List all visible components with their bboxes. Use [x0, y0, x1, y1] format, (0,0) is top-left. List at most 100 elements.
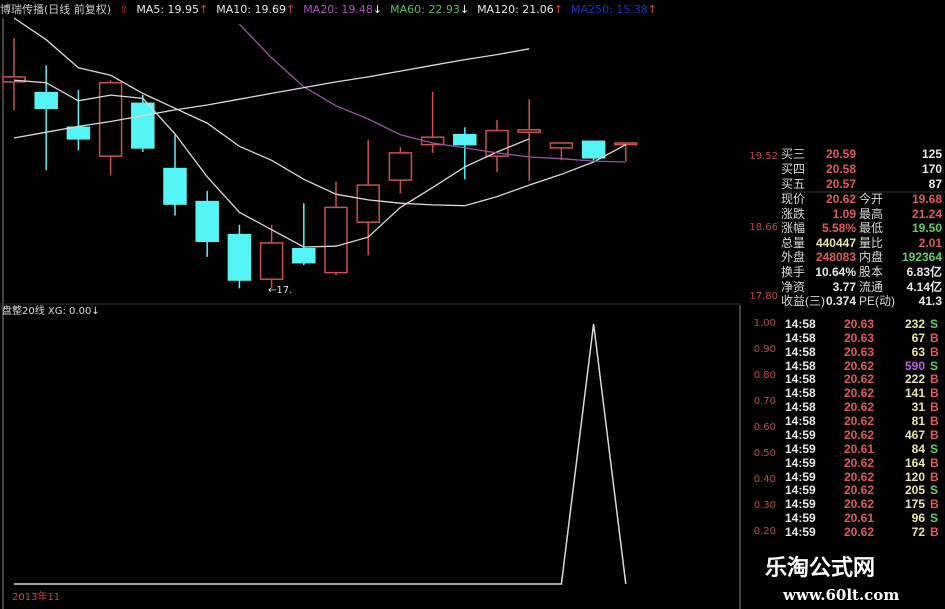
- quote-field: 87: [928, 176, 942, 191]
- trade-side: B: [930, 386, 939, 401]
- candle-body: [292, 247, 316, 264]
- candle-body: [131, 102, 155, 149]
- trade-volume: 81: [911, 414, 925, 429]
- ma-trend-arrow-icon: ↑: [553, 3, 563, 16]
- trade-price: 20.62: [843, 497, 874, 512]
- trade-time: 14:58: [785, 330, 816, 345]
- trade-time: 14:59: [785, 469, 816, 484]
- quote-field: 最高: [859, 206, 884, 221]
- trade-time: 14:59: [785, 497, 816, 512]
- quote-field: 流通: [859, 279, 884, 294]
- chart-header: 博瑞传播(日线 前复权) ⇧ MA5: 19.95↑ MA10: 19.69↑ MA…: [0, 2, 657, 18]
- trade-side: B: [930, 497, 939, 512]
- quote-field: 5.58%: [821, 221, 856, 236]
- trade-price: 20.62: [843, 358, 874, 373]
- candle-body: [259, 242, 284, 280]
- indicator-tick: 0.70: [753, 396, 776, 407]
- quote-field: 41.3: [918, 294, 942, 309]
- indicator-tick: 0.50: [753, 448, 776, 459]
- candle-body: [614, 142, 638, 146]
- ma-legend-label: MA250: 15.38: [571, 3, 648, 16]
- quote-field: 涨跌: [781, 206, 806, 221]
- candle-body: [356, 184, 380, 223]
- trade-price: 20.63: [843, 330, 874, 345]
- quote-field: 最低: [859, 221, 884, 236]
- trade-price: 20.61: [843, 441, 874, 456]
- trade-time: 14:59: [785, 525, 816, 540]
- trade-volume: 467: [904, 427, 925, 442]
- watermark-url: www.60lt.com: [783, 586, 900, 604]
- quote-field: 今开: [859, 192, 884, 206]
- trade-side: B: [930, 330, 939, 345]
- trade-price: 20.62: [843, 427, 874, 442]
- quote-field: 现价: [781, 192, 806, 206]
- trade-time: 14:59: [785, 511, 816, 526]
- trade-price: 20.63: [843, 344, 874, 359]
- indicator-tick: 0.60: [753, 422, 776, 433]
- trade-side: B: [930, 372, 939, 387]
- trade-volume: 120: [904, 469, 925, 484]
- down-arrow-icon: ↓: [91, 306, 100, 317]
- quote-field: 20.57: [825, 176, 856, 191]
- indicator-name: 盘整20线 XG: 0.00: [2, 306, 92, 317]
- trade-price: 20.63: [843, 317, 874, 331]
- candle-body: [517, 128, 541, 133]
- trade-time: 14:58: [785, 317, 816, 331]
- trade-volume: 232: [904, 317, 925, 331]
- quote-field: 外盘: [781, 250, 806, 265]
- trade-time: 14:59: [785, 441, 816, 456]
- quote-field: 440447: [815, 235, 856, 250]
- quote-field: 20.58: [825, 161, 856, 176]
- quote-field: 3.77: [832, 279, 856, 294]
- quote-field: 19.68: [911, 192, 942, 206]
- quote-field: 涨幅: [781, 221, 806, 236]
- trade-side: B: [930, 455, 939, 470]
- trade-time: 14:59: [785, 483, 816, 498]
- trade-side: S: [930, 317, 939, 331]
- trade-volume: 590: [904, 358, 925, 373]
- quote-field: 总量: [781, 235, 806, 250]
- ma-legend-item: MA250: 15.38↑: [571, 3, 657, 17]
- indicator-title: 盘整20线 XG: 0.00↓: [2, 306, 100, 318]
- trade-time: 14:58: [785, 400, 816, 415]
- ma-legend-item: MA120: 21.06↑: [477, 3, 563, 17]
- quote-field: PE(动): [859, 294, 896, 309]
- trade-price: 20.61: [843, 511, 874, 526]
- quote-field: 内盘: [859, 250, 884, 265]
- candle-body: [581, 140, 606, 159]
- candle-body: [420, 136, 445, 146]
- trade-volume: 164: [904, 455, 925, 470]
- trade-volume: 63: [911, 344, 925, 359]
- trade-time: 14:58: [785, 386, 816, 401]
- quote-field: 21.24: [911, 206, 942, 221]
- candle-body: [485, 129, 509, 157]
- indicator-tick: 1.00: [753, 318, 776, 329]
- ma-legend-label: MA60: 22.93: [390, 3, 460, 16]
- low-price-marker: ←17.: [268, 285, 293, 296]
- trade-side: B: [930, 525, 939, 540]
- candle-body: [453, 133, 477, 146]
- trade-side: S: [930, 511, 939, 526]
- trade-volume: 67: [911, 330, 925, 345]
- ma-line-ma20: [238, 23, 626, 163]
- trade-time: 14:59: [785, 455, 816, 470]
- quote-field: 股本: [859, 265, 884, 279]
- indicator-tick: 0.40: [753, 474, 776, 485]
- trade-volume: 222: [904, 372, 925, 387]
- quote-field: 买四: [781, 161, 806, 176]
- candle-body: [2, 76, 26, 83]
- trade-side: B: [930, 414, 939, 429]
- trade-side: B: [930, 469, 939, 484]
- trade-side: S: [930, 441, 939, 456]
- ma-line-ma120: [13, 48, 530, 139]
- ma-trend-arrow-icon: ↓: [372, 3, 383, 16]
- trade-price: 20.62: [843, 414, 874, 429]
- trade-volume: 31: [911, 400, 925, 415]
- quote-field: 买三: [781, 147, 806, 161]
- indicator-tick: 0.90: [753, 344, 776, 355]
- ma-trend-arrow-icon: ↑: [285, 3, 296, 16]
- trade-time: 14:58: [785, 344, 816, 359]
- candle-body: [549, 142, 574, 149]
- trade-volume: 175: [904, 497, 925, 512]
- indicator-tick: 0.20: [753, 526, 776, 537]
